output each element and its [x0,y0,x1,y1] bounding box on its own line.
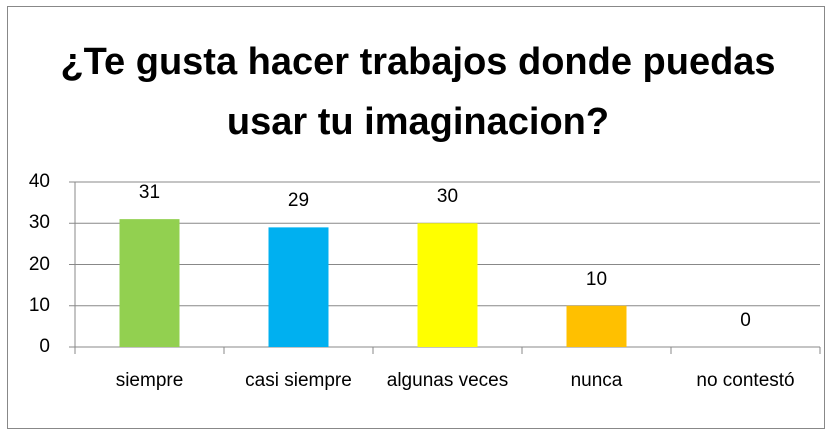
x-tick-label: nunca [570,370,623,391]
x-tick-label: algunas veces [386,370,509,391]
y-tick-label: 20 [28,253,50,275]
y-tick-label: 0 [39,336,50,357]
x-tick-label: no contestó [696,370,795,391]
chart-title: ¿Te gusta hacer trabajos donde puedas us… [60,41,776,143]
y-tick-label: 10 [28,294,50,316]
data-label: 31 [138,182,161,204]
bar [417,223,478,347]
data-label: 10 [585,268,608,290]
bar [119,219,180,347]
data-label: 30 [436,186,459,208]
data-label: 0 [740,310,751,331]
x-tick-label: siempre [115,370,184,391]
data-label: 29 [287,190,310,212]
bar [566,305,627,347]
y-tick-label: 30 [28,212,50,234]
chart-frame [7,6,825,429]
bar [268,227,329,347]
x-tick-label: casi siempre [245,370,352,391]
y-tick-label: 40 [28,171,50,192]
